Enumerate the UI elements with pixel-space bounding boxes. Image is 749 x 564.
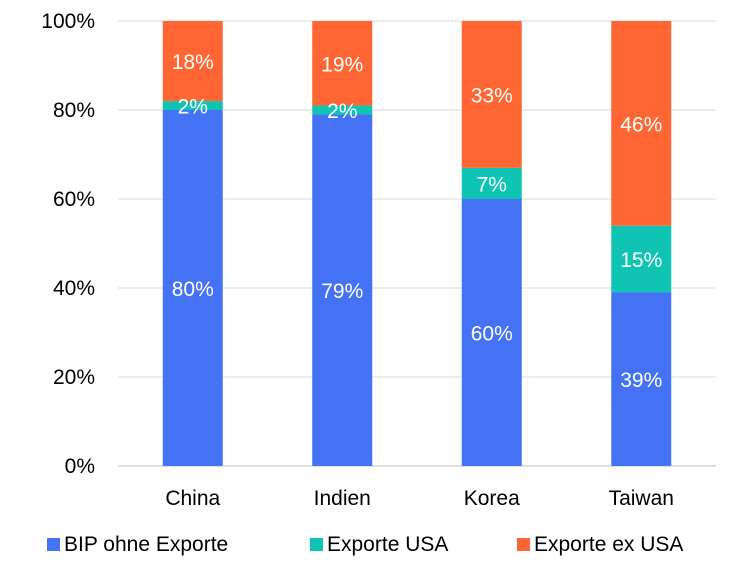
data-label: 19% — [321, 53, 363, 76]
bar-segment — [162, 21, 223, 102]
bar-segment — [461, 199, 522, 466]
bars — [162, 21, 672, 466]
bar-segment — [611, 225, 672, 293]
bar-segment — [162, 101, 223, 110]
data-label: 18% — [172, 51, 214, 74]
category-label: Indien — [314, 487, 371, 510]
data-labels: 80% 2% 18% 79% 2% 19% 60% 7% 33% 39% 15% 46% — [172, 51, 663, 392]
bar-segment — [461, 21, 522, 168]
y-tick-label: 100% — [41, 10, 95, 33]
legend-label: Exporte USA — [327, 533, 448, 556]
data-label: 80% — [172, 278, 214, 301]
legend: BIP ohne Exporte Exporte USA Exporte ex US… — [47, 533, 683, 556]
data-label: 79% — [321, 280, 363, 303]
y-tick-label: 80% — [53, 99, 95, 122]
bar-segment — [611, 292, 672, 466]
legend-swatch — [517, 538, 530, 551]
data-label: 46% — [620, 113, 662, 136]
data-label: 2% — [178, 96, 208, 119]
bar-segment — [312, 105, 373, 115]
y-axis-tick-labels: 0% 20% 40% 60% 80% 100% — [41, 10, 95, 478]
data-label: 2% — [327, 100, 357, 123]
y-tick-label: 0% — [65, 455, 95, 478]
data-label: 7% — [477, 173, 507, 196]
category-label: Korea — [464, 487, 520, 510]
data-label: 15% — [620, 249, 662, 272]
x-axis-category-labels: China Indien Korea Taiwan — [165, 487, 674, 510]
bar-segment — [312, 21, 373, 106]
category-label: Taiwan — [609, 487, 674, 510]
bar-segment — [162, 110, 223, 466]
y-tick-label: 40% — [53, 277, 95, 300]
legend-label: Exporte ex USA — [534, 533, 683, 556]
category-label: China — [165, 487, 220, 510]
bar-segment — [312, 114, 373, 466]
bar-segment — [611, 21, 672, 226]
y-tick-label: 20% — [53, 366, 95, 389]
legend-label: BIP ohne Exporte — [64, 533, 228, 556]
data-label: 33% — [471, 84, 513, 107]
data-label: 60% — [471, 323, 513, 346]
legend-swatch — [47, 538, 60, 551]
data-label: 39% — [620, 369, 662, 392]
legend-swatch — [310, 538, 323, 551]
bar-segment — [461, 167, 522, 199]
y-tick-label: 60% — [53, 188, 95, 211]
